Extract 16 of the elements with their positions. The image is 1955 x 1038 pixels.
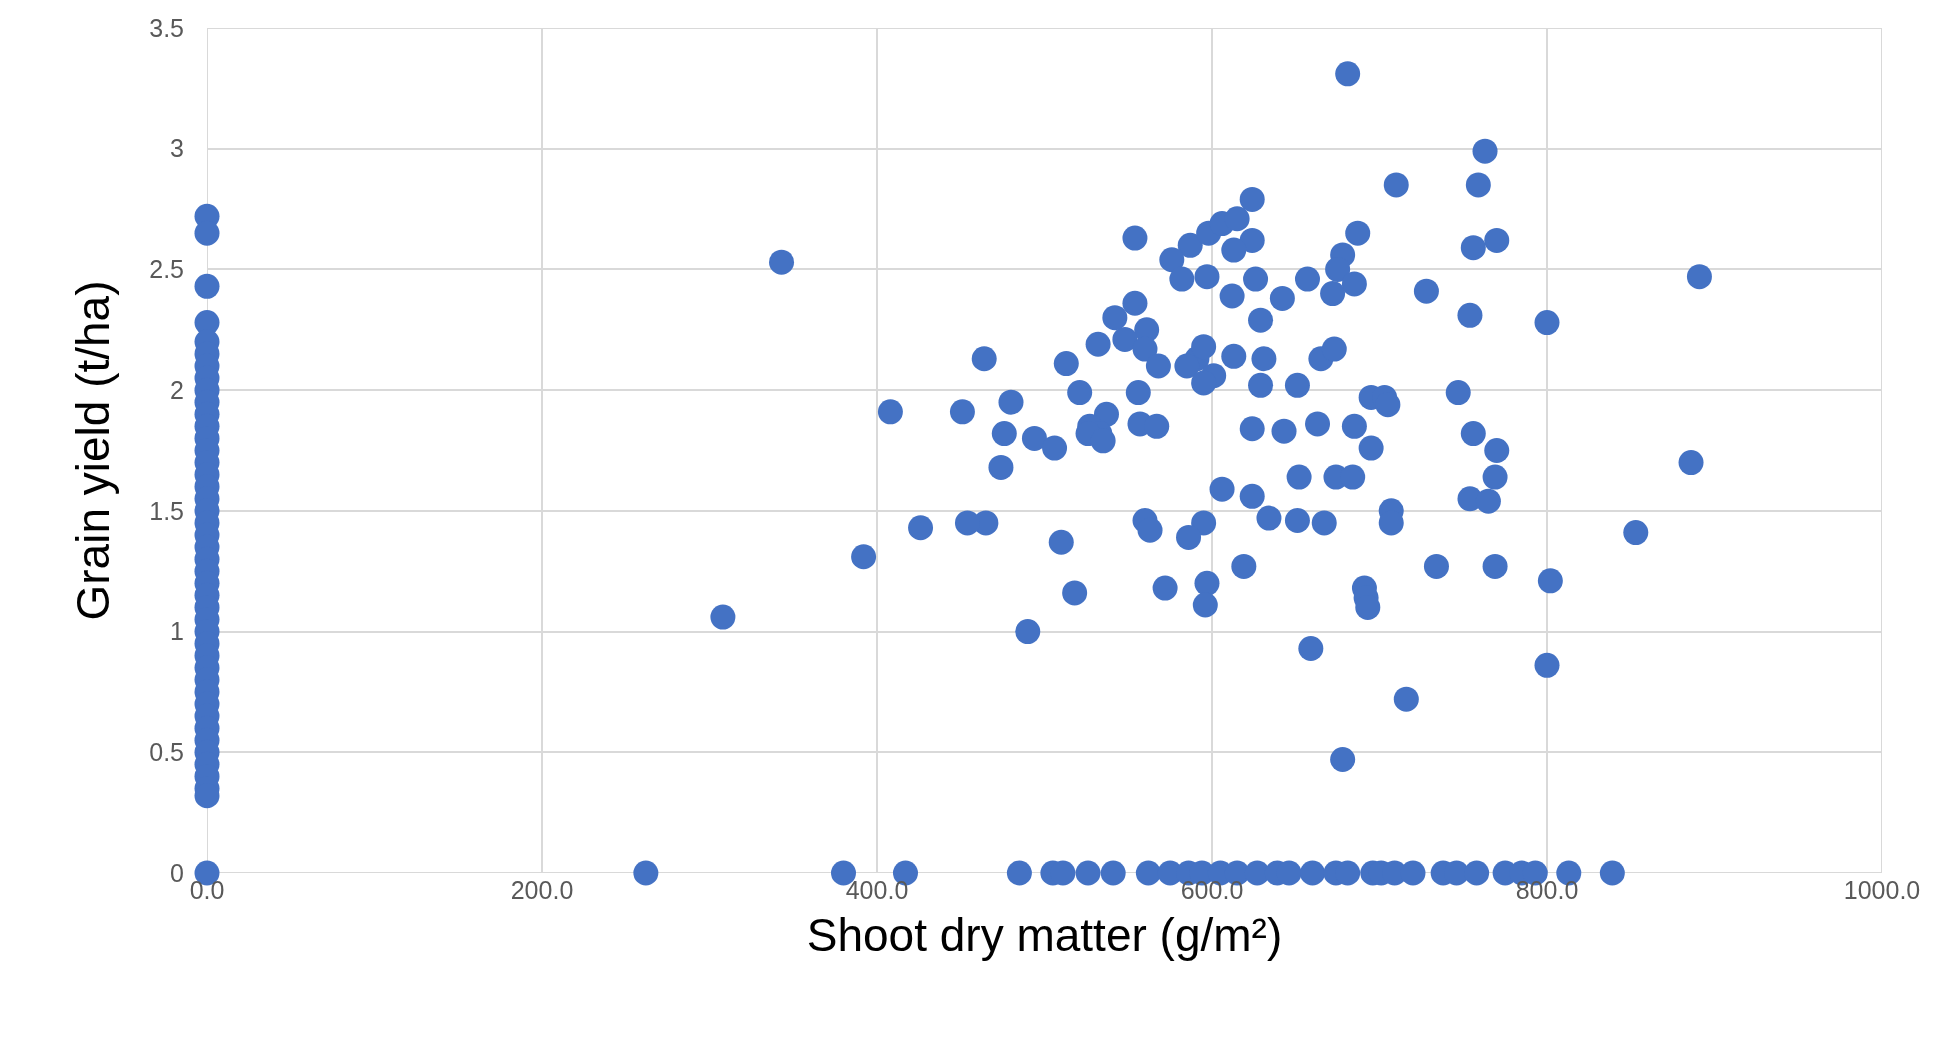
y-tick-label: 1.5: [149, 496, 184, 525]
x-tick-label: 800.0: [1515, 876, 1579, 904]
x-tick-label: 400.0: [845, 876, 909, 904]
x-tick-label: 1000.0: [1843, 876, 1921, 904]
x-axis-title: Shoot dry matter (g/m²): [806, 908, 1283, 961]
y-tick-label: 1: [170, 617, 184, 646]
y-tick-label: 3: [170, 134, 184, 163]
x-tick-label: 200.0: [510, 876, 574, 904]
y-tick-label: 3.5: [149, 13, 184, 42]
y-tick-label: 2.5: [149, 255, 184, 284]
x-tick-label: 0.0: [189, 876, 225, 904]
y-tick-label: 0.5: [149, 738, 184, 767]
y-axis-title: Grain yield (t/ha): [66, 280, 119, 621]
x-tick-label: 600.0: [1180, 876, 1244, 904]
y-tick-label: 0: [170, 858, 184, 887]
y-tick-label: 2: [170, 375, 184, 404]
